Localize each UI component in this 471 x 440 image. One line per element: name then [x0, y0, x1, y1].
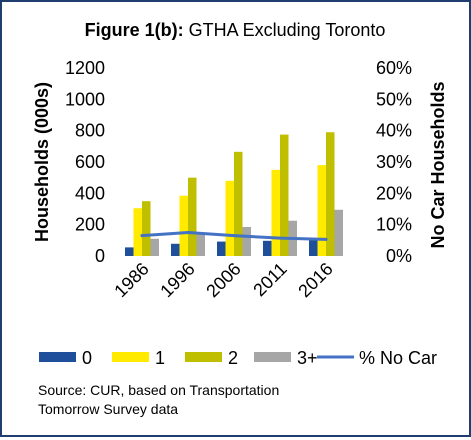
legend-swatch [112, 352, 149, 362]
chart-title-bold: Figure 1(b): [85, 20, 184, 40]
y2-tick-label: 50% [376, 89, 412, 109]
legend: 0 1 2 3+ % No Car [39, 348, 437, 368]
line-point-1996 [186, 231, 190, 234]
bar-1-2016 [317, 165, 326, 256]
y2-tick-label: 60% [376, 58, 412, 78]
y2-tick-label: 30% [376, 152, 412, 172]
y2-tick-label: 10% [376, 215, 412, 235]
x-tick-label: 2006 [202, 259, 244, 301]
line-point-1986 [140, 234, 144, 238]
y-tick-label: 1000 [65, 89, 105, 109]
bar-marks [125, 132, 343, 256]
bar-3plus-2016 [334, 209, 343, 256]
bar-2-2011 [280, 134, 289, 256]
bar-2-1996 [188, 177, 197, 256]
legend-label: % No Car [359, 348, 437, 368]
line-point-2011 [278, 236, 282, 240]
bar-3plus-1986 [150, 238, 159, 256]
y-axis-title: Households (000s) [32, 82, 52, 242]
bar-0-1986 [125, 247, 134, 256]
chart-svg: Figure 1(b): GTHA Excluding Toronto Hous… [32, 20, 448, 417]
y-tick-label: 400 [75, 183, 105, 203]
bar-0-2016 [309, 240, 318, 256]
y-tick-label: 1200 [65, 58, 105, 78]
legend-label: 3+ [297, 348, 318, 368]
legend-label: 2 [228, 348, 238, 368]
bar-1-2006 [225, 180, 234, 256]
y-tick-label: 800 [75, 121, 105, 141]
bar-2-2016 [326, 132, 335, 256]
chart-title-rest: GTHA Excluding Toronto [184, 20, 386, 40]
x-tick-label: 1986 [110, 259, 152, 301]
legend-swatch [254, 352, 291, 362]
y-axis-ticks: 0 200 400 600 800 1000 1200 [65, 58, 105, 266]
bar-2-2006 [234, 151, 243, 256]
y2-tick-label: 40% [376, 121, 412, 141]
y2-tick-label: 0% [386, 246, 412, 266]
x-tick-label: 1996 [156, 259, 198, 301]
bar-1-2011 [271, 169, 280, 256]
bar-3plus-1996 [196, 234, 205, 256]
bar-1-1986 [133, 208, 142, 256]
x-tick-label: 2011 [249, 259, 291, 301]
y2-tick-label: 20% [376, 183, 412, 203]
source-line-2: Tomorrow Survey data [38, 401, 178, 417]
y2-axis-ticks: 0% 10% 20% 30% 40% 50% 60% [376, 58, 412, 266]
chart-title: Figure 1(b): GTHA Excluding Toronto [85, 20, 386, 40]
bar-0-1996 [171, 243, 180, 256]
bar-3plus-2006 [242, 227, 251, 256]
line-point-2006 [232, 234, 236, 238]
y-tick-label: 200 [75, 215, 105, 235]
bar-1-1996 [179, 195, 188, 256]
bar-0-2006 [217, 241, 226, 256]
y2-axis-title: No Car Households [428, 81, 448, 248]
line-point-2016 [324, 237, 328, 241]
legend-label: 1 [155, 348, 165, 368]
y-tick-label: 0 [95, 246, 105, 266]
legend-swatch [185, 352, 222, 362]
legend-swatch [39, 352, 76, 362]
bar-0-2011 [263, 240, 272, 256]
line-marks [140, 231, 328, 241]
legend-label: 0 [82, 348, 92, 368]
x-axis-ticks: 1986 1996 2006 2011 2016 [110, 259, 336, 301]
source-line-1: Source: CUR, based on Transportation [38, 382, 279, 398]
y-tick-label: 600 [75, 152, 105, 172]
bar-2-1986 [142, 201, 151, 256]
x-tick-label: 2016 [294, 259, 336, 301]
